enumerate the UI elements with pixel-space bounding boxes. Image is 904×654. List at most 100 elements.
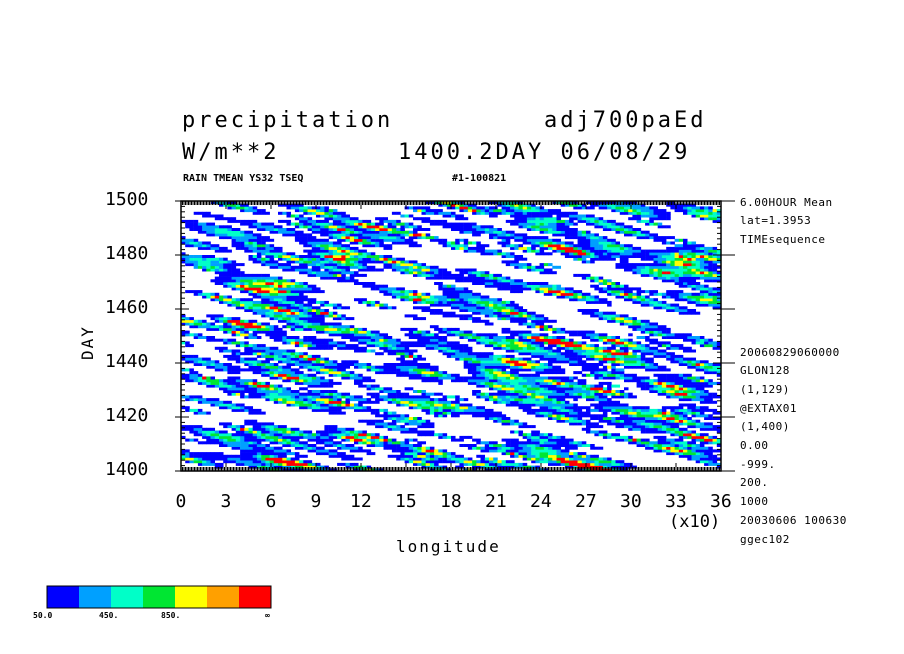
heatmap-cell bbox=[598, 446, 604, 450]
heatmap-cell bbox=[581, 390, 587, 393]
heatmap-cell bbox=[510, 303, 515, 307]
heatmap-cell bbox=[522, 452, 528, 456]
heatmap-cell bbox=[708, 398, 713, 402]
heatmap-cell bbox=[666, 309, 671, 312]
heatmap-cell bbox=[687, 435, 692, 439]
heatmap-cell bbox=[408, 438, 414, 442]
heatmap-cell bbox=[240, 390, 245, 393]
heatmap-cell bbox=[649, 300, 654, 304]
heatmap-cell bbox=[189, 457, 194, 461]
heatmap-cell bbox=[256, 387, 262, 391]
heatmap-cell bbox=[628, 373, 633, 377]
heatmap-cell bbox=[358, 406, 363, 410]
heatmap-cell bbox=[615, 317, 621, 321]
heatmap-cell bbox=[480, 460, 486, 464]
heatmap-cell bbox=[425, 336, 431, 339]
heatmap-cell bbox=[455, 295, 460, 299]
heatmap-cell bbox=[548, 319, 553, 323]
heatmap-cell bbox=[480, 373, 486, 377]
heatmap-cell bbox=[657, 417, 663, 420]
heatmap-cell bbox=[307, 303, 313, 307]
heatmap-cell bbox=[657, 427, 663, 431]
heatmap-cell bbox=[307, 460, 313, 464]
heatmap-cell bbox=[628, 363, 633, 366]
heatmap-cell bbox=[362, 441, 367, 445]
heatmap-cell bbox=[615, 433, 621, 437]
heatmap-cell bbox=[442, 414, 448, 418]
heatmap-cell bbox=[522, 425, 528, 429]
heatmap-cell bbox=[548, 338, 553, 342]
heatmap-cell bbox=[716, 346, 722, 350]
heatmap-cell bbox=[539, 349, 545, 353]
heatmap-cell bbox=[240, 449, 245, 453]
heatmap-cell bbox=[510, 360, 515, 364]
heatmap-cell bbox=[341, 365, 346, 369]
heatmap-cell bbox=[252, 360, 258, 364]
heatmap-cell bbox=[375, 387, 380, 391]
heatmap-cell bbox=[581, 333, 587, 337]
heatmap-cell bbox=[683, 435, 688, 439]
heatmap-cell bbox=[193, 452, 199, 456]
heatmap-cell bbox=[185, 427, 190, 431]
heatmap-cell bbox=[535, 460, 540, 464]
heatmap-cell bbox=[687, 419, 692, 423]
heatmap-cell bbox=[345, 363, 351, 366]
heatmap-cell bbox=[328, 327, 334, 331]
heatmap-cell bbox=[290, 368, 296, 372]
heatmap-cell bbox=[345, 317, 351, 321]
heatmap-cell bbox=[573, 403, 578, 407]
heatmap-cell bbox=[362, 336, 367, 339]
heatmap-cell bbox=[573, 344, 578, 348]
heatmap-cell bbox=[332, 373, 338, 377]
heatmap-cell bbox=[316, 452, 321, 456]
heatmap-cell bbox=[699, 435, 705, 439]
heatmap-cell bbox=[552, 336, 557, 339]
heatmap-cell bbox=[649, 422, 654, 426]
heatmap-cell bbox=[391, 368, 397, 372]
heatmap-cell bbox=[244, 384, 249, 388]
heatmap-cell bbox=[438, 433, 443, 437]
heatmap-cell bbox=[695, 438, 701, 442]
heatmap-cell bbox=[278, 427, 283, 431]
heatmap-cell bbox=[408, 365, 414, 369]
heatmap-cell bbox=[307, 338, 313, 342]
heatmap-cell bbox=[455, 352, 460, 356]
heatmap-cell bbox=[244, 349, 249, 353]
heatmap-cell bbox=[375, 300, 380, 304]
heatmap-cell bbox=[581, 411, 587, 415]
heatmap-cell bbox=[531, 354, 536, 358]
heatmap-cell bbox=[535, 441, 540, 445]
heatmap-cell bbox=[223, 438, 228, 442]
heatmap-cell bbox=[670, 306, 675, 310]
heatmap-cell bbox=[484, 360, 490, 364]
heatmap-cell bbox=[683, 449, 688, 453]
heatmap-cell bbox=[278, 327, 283, 331]
heatmap-cell bbox=[666, 306, 671, 310]
heatmap-cell bbox=[704, 438, 709, 442]
heatmap-cell bbox=[594, 392, 599, 396]
heatmap-cell bbox=[282, 309, 287, 312]
heatmap-cell bbox=[231, 441, 237, 445]
heatmap-cell bbox=[674, 376, 680, 380]
heatmap-cell bbox=[489, 384, 494, 388]
heatmap-cell bbox=[434, 376, 439, 380]
heatmap-cell bbox=[472, 360, 477, 364]
heatmap-cell bbox=[459, 462, 464, 466]
heatmap-cell bbox=[602, 349, 608, 353]
heatmap-cell bbox=[569, 384, 574, 388]
heatmap-cell bbox=[716, 411, 722, 415]
heatmap-cell bbox=[219, 319, 224, 323]
heatmap-cell bbox=[472, 357, 477, 361]
heatmap-cell bbox=[556, 379, 562, 383]
heatmap-cell bbox=[619, 390, 625, 393]
heatmap-cell bbox=[328, 379, 334, 383]
heatmap-cell bbox=[265, 363, 270, 366]
heatmap-cell bbox=[391, 414, 397, 418]
heatmap-cell bbox=[354, 330, 359, 334]
heatmap-cell bbox=[366, 303, 372, 307]
heatmap-cell bbox=[282, 354, 287, 358]
heatmap-cell bbox=[678, 360, 684, 364]
heatmap-cell bbox=[328, 411, 334, 415]
heatmap-cell bbox=[590, 454, 595, 458]
heatmap-cell bbox=[695, 338, 701, 342]
